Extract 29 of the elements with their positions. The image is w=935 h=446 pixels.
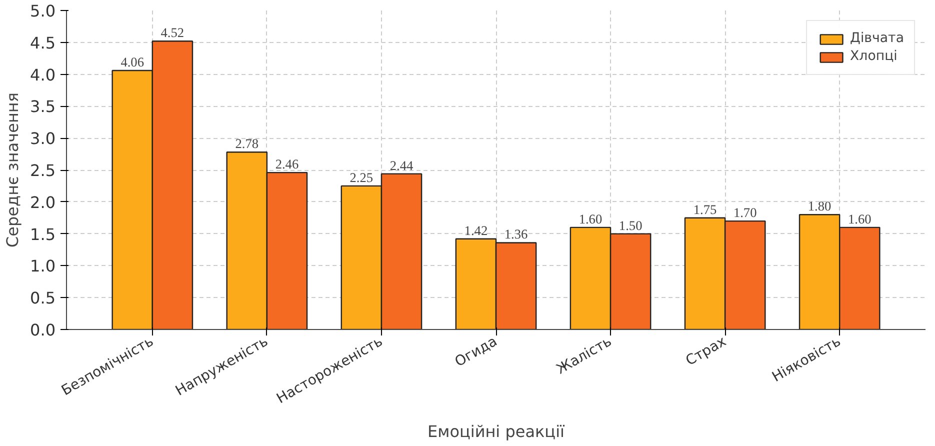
y-axis-title: Середнє значення (3, 92, 22, 248)
data-label: 2.78 (235, 136, 259, 152)
data-label: 1.60 (578, 211, 602, 226)
data-label: 1.50 (618, 218, 643, 233)
legend-label: Дівчата (850, 31, 904, 46)
text: 4.5 (30, 33, 56, 52)
text: 1.0 (30, 256, 56, 276)
text: 3.5 (30, 97, 56, 116)
data-label: 4.06 (120, 54, 144, 70)
data-label: 1.42 (464, 222, 488, 238)
data-label: 1.70 (733, 205, 758, 220)
text: 1.5 (30, 224, 56, 244)
data-label: 1.80 (808, 198, 832, 214)
text: 3.0 (30, 129, 56, 148)
data-label: 1.60 (848, 211, 872, 226)
text: 0.0 (30, 320, 56, 340)
data-label: 1.75 (693, 202, 718, 217)
text: 0.5 (30, 288, 56, 308)
text: 4.0 (30, 65, 56, 84)
legend-label: Хлопці (850, 49, 898, 64)
text: 5.0 (30, 2, 56, 20)
data-label: 2.25 (350, 170, 374, 185)
text: 2.5 (30, 161, 56, 180)
x-axis-title: Емоційні реакції (428, 422, 566, 442)
data-label: 4.52 (160, 25, 184, 40)
text: 2.0 (30, 192, 56, 212)
data-label: 2.44 (390, 158, 414, 173)
data-label: 2.46 (275, 156, 299, 172)
data-label: 1.36 (504, 226, 528, 242)
